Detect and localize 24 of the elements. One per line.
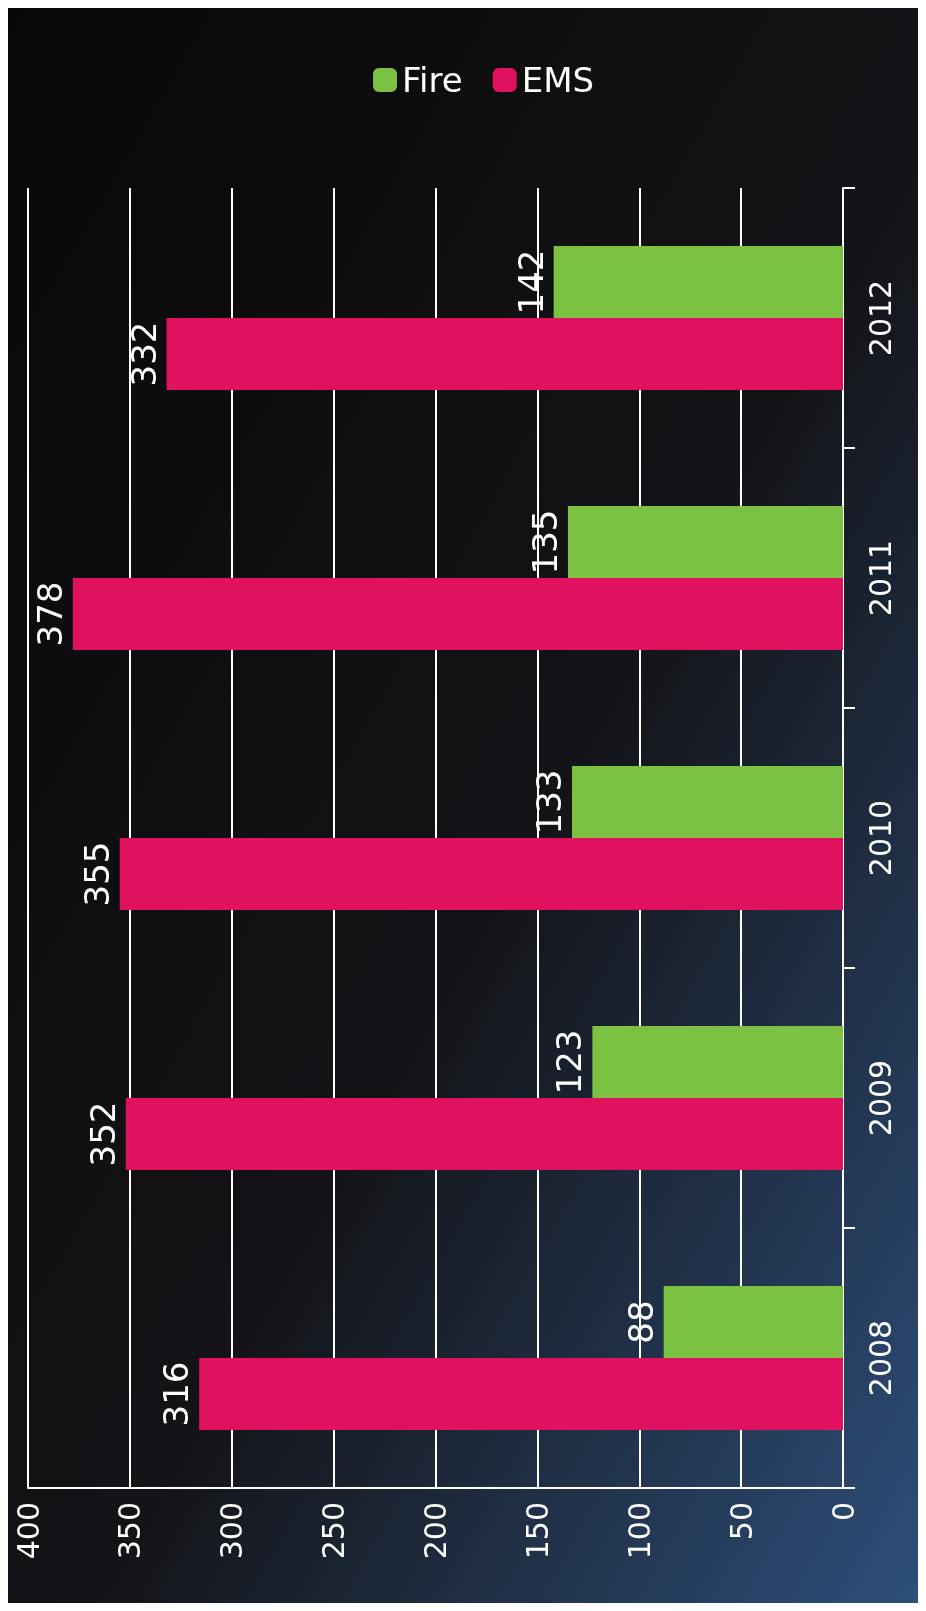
data-label: 352 [82,1101,123,1167]
x-tick-label: 350 [112,1502,148,1560]
data-label: 355 [76,841,117,907]
y-tick-label: 2009 [862,1059,898,1137]
x-tick-label: 100 [621,1502,657,1560]
data-label: 142 [510,249,551,315]
data-label: 123 [549,1029,590,1095]
legend-label: EMS [521,60,595,100]
data-label: 332 [123,321,164,387]
x-tick-label: 200 [418,1502,453,1560]
y-tick-label: 2010 [862,799,898,877]
data-label: 378 [29,581,70,647]
y-tick-label: 2012 [862,279,898,357]
legend-label: Fire [402,60,463,100]
x-tick-label: 0 [825,1502,861,1522]
y-tick-label: 2011 [862,539,898,617]
x-tick-label: 400 [10,1502,46,1560]
x-tick-label: 150 [519,1502,555,1560]
data-label: 135 [524,509,565,575]
x-tick-label: 300 [214,1502,250,1560]
data-label: 316 [156,1361,197,1427]
y-tick-label: 2008 [862,1319,898,1397]
x-tick-label: 50 [723,1502,759,1541]
x-tick-label: 250 [316,1502,352,1560]
